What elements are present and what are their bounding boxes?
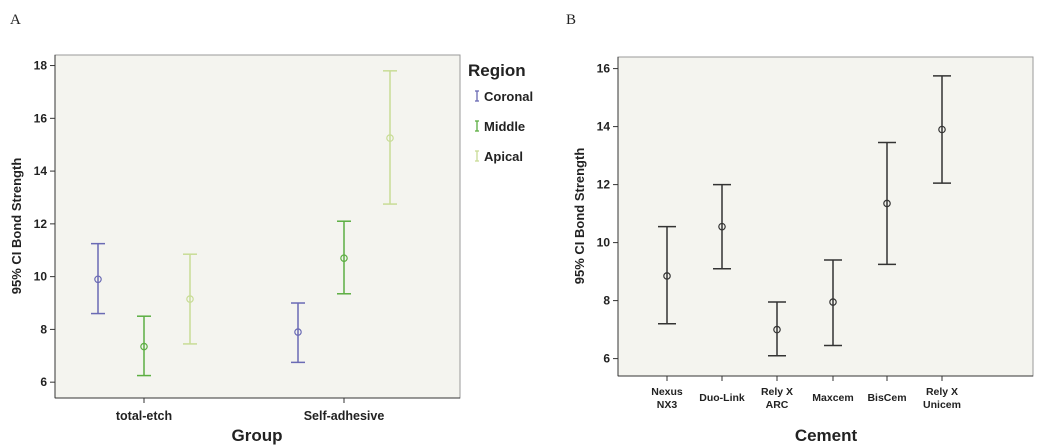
y-tick-label: 16 (34, 111, 48, 125)
legend-item-middle: Middle (475, 119, 525, 134)
errorbar-mean-point (829, 298, 837, 306)
errorbar-apical-1 (383, 70, 397, 205)
chart-b-x-axis-title: Cement (795, 426, 858, 445)
errorbar-cement-5 (933, 75, 951, 184)
chart-a-x-categories: total-etch Self-adhesive (116, 398, 384, 423)
errorbar-cement-3 (824, 259, 842, 347)
y-tick-label: 10 (597, 236, 611, 250)
errorbar-cement-4 (878, 141, 896, 266)
chart-b-errorbars (658, 75, 951, 357)
chart-a-plot-area (54, 54, 461, 399)
y-tick-label: 8 (603, 294, 610, 308)
y-tick-label: 8 (40, 322, 47, 336)
legend-label: Middle (484, 119, 525, 134)
panel-b-letter: B (566, 12, 576, 28)
errorbar-mean-point (883, 199, 891, 208)
errorbar-mean-point (773, 325, 781, 334)
chart-b-y-ticks: 6 8 10 12 14 16 (597, 62, 618, 366)
y-tick-label: 14 (597, 120, 611, 134)
chart-a-errorbars (91, 70, 397, 377)
errorbar-middle-1 (337, 220, 351, 295)
y-tick-label: 18 (34, 59, 48, 73)
errorbar-cement-1 (713, 183, 731, 270)
errorbar-mean-point (140, 342, 148, 351)
legend-label: Apical (484, 149, 523, 164)
errorbar-mean-point (718, 222, 726, 231)
y-tick-label: 16 (597, 62, 611, 76)
x-category-label: Self-adhesive (304, 409, 385, 423)
errorbar-mean-point (94, 275, 102, 284)
chart-b-y-axis-title: 95% CI Bond Strength (572, 148, 587, 285)
errorbar-apical-0 (183, 253, 197, 345)
x-category-label: Nexus (651, 386, 683, 398)
x-category-label: total-etch (116, 409, 172, 423)
x-category-label: Maxcem (812, 392, 853, 404)
x-category-label: BisCem (867, 392, 906, 404)
chart-a-x-axis-title: Group (232, 426, 283, 445)
y-tick-label: 12 (34, 217, 48, 231)
errorbar-coronal-1 (291, 302, 305, 364)
y-tick-label: 10 (34, 270, 48, 284)
errorbar-coronal-0 (91, 242, 105, 315)
errorbar-mean-point (663, 272, 671, 280)
errorbar-mean-point (386, 134, 394, 142)
legend-item-apical: Apical (475, 149, 523, 164)
panel-a-letter: A (10, 12, 21, 28)
chart-a-legend: Region Coronal Middle Apical (468, 61, 533, 164)
errorbar-mean-point (938, 125, 946, 134)
y-tick-label: 14 (34, 164, 48, 178)
y-tick-label: 6 (40, 375, 47, 389)
errorbar-mean-point (186, 295, 194, 303)
y-tick-label: 6 (603, 352, 610, 366)
chart-a-y-ticks: 6 8 10 12 14 16 18 (34, 59, 55, 389)
x-category-label: Rely X (926, 386, 958, 398)
errorbar-cement-0 (658, 225, 676, 325)
x-category-label: Rely X (761, 386, 793, 398)
chart-a: 6 8 10 12 14 16 18 total-etch Self-adhesive 95%… (9, 54, 533, 445)
legend-title: Region (468, 61, 526, 80)
chart-b-plot-area (617, 56, 1034, 377)
chart-a-y-axis-title: 95% CI Bond Strength (9, 158, 24, 295)
x-category-label: ARC (766, 399, 789, 411)
errorbar-cement-2 (768, 301, 786, 357)
legend-label: Coronal (484, 89, 533, 104)
x-category-label: Unicem (923, 399, 961, 411)
errorbar-middle-0 (137, 315, 151, 377)
x-category-label: Duo-Link (699, 392, 745, 404)
y-tick-label: 12 (597, 178, 611, 192)
errorbar-mean-point (294, 328, 302, 336)
legend-item-coronal: Coronal (475, 89, 533, 104)
errorbar-mean-point (340, 254, 348, 262)
x-category-label: NX3 (657, 399, 678, 411)
